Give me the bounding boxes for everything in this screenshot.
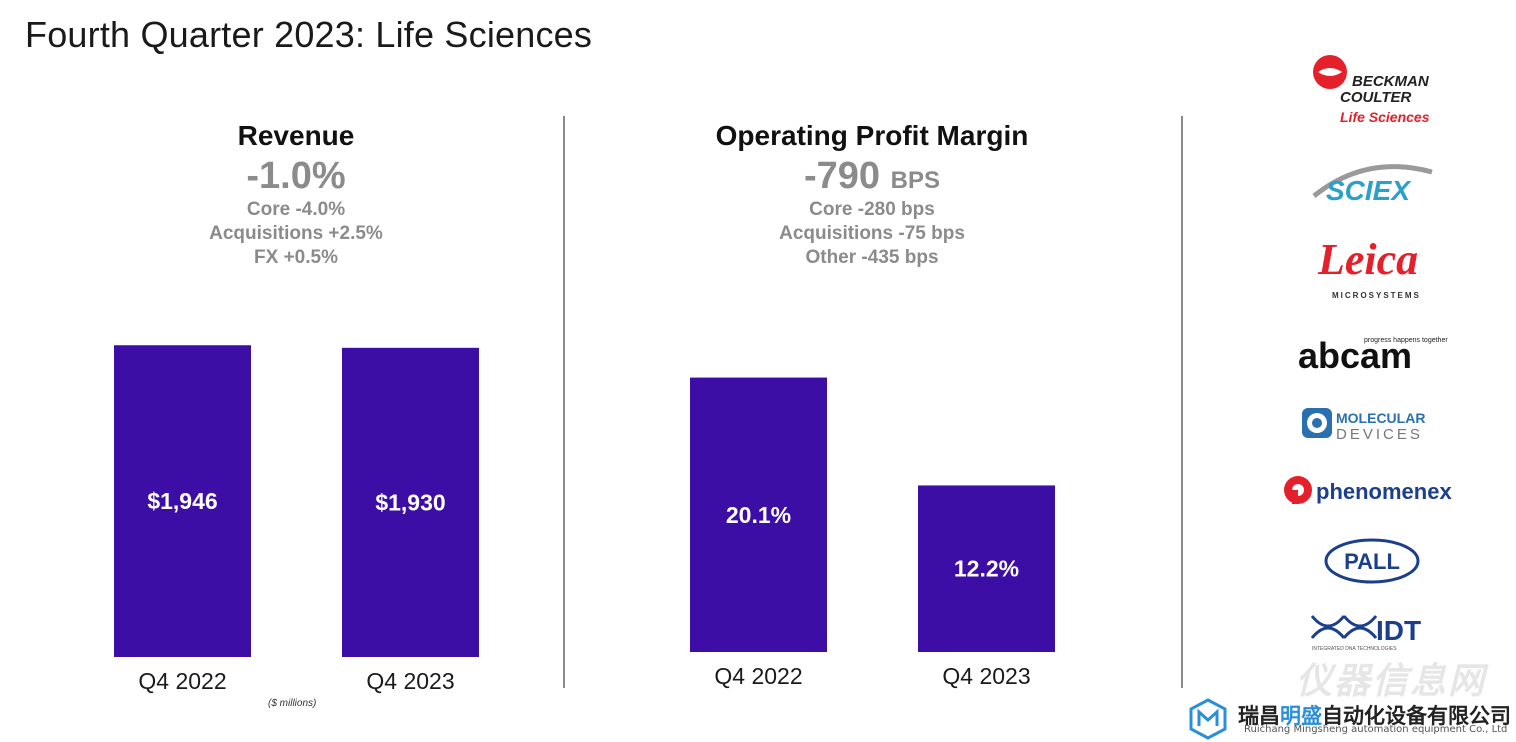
idt-sub-text: INTEGRATED DNA TECHNOLOGIES — [1312, 646, 1397, 652]
revenue-heading: Revenue — [237, 120, 355, 151]
molecular-text: MOLECULAR — [1336, 410, 1425, 426]
idt-text: IDT — [1376, 615, 1421, 646]
page-title: Fourth Quarter 2023: Life Sciences — [25, 14, 593, 55]
company-name-b: 自动化设备有限公司 — [1322, 704, 1511, 728]
margin-change: -790 BPS — [672, 155, 1072, 198]
company-name-accent: 明盛 — [1280, 704, 1322, 728]
margin-heading: Operating Profit Margin — [715, 120, 1029, 151]
revenue-detail-acquisitions: Acquisitions +2.5% — [209, 222, 383, 244]
margin-category-label-1: Q4 2022 — [714, 663, 802, 689]
revenue-bar-1 — [114, 345, 251, 657]
revenue-category-label-2: Q4 2023 — [366, 668, 454, 694]
margin-bar-1 — [690, 377, 827, 652]
abcam-tagline: progress happens together — [1364, 337, 1448, 344]
margin-bar-label-1: 20.1% — [726, 502, 791, 528]
margin-category-label-2: Q4 2023 — [942, 663, 1030, 689]
revenue-detail-fx: FX +0.5% — [254, 246, 338, 268]
idt-logo: IDT INTEGRATED DNA TECHNOLOGIES — [1310, 615, 1421, 652]
sciex-logo: SCIEX — [1312, 164, 1433, 206]
phenomenex-logo: phenomenex — [1284, 476, 1452, 504]
revenue-detail-core: Core -4.0% — [246, 198, 346, 220]
beckman-coulter-logo: BECKMAN COULTER Life Sciences — [1313, 55, 1430, 125]
revenue-header: Revenue -1.0% Core -4.0% Acquisitions +2… — [146, 120, 446, 270]
pall-logo: PALL — [1324, 538, 1420, 584]
leica-logo: Leica MICROSYSTEMS — [1317, 235, 1421, 300]
margin-bar-2 — [918, 485, 1055, 652]
watermark-text: 仪器信息网 — [1296, 660, 1487, 701]
devices-text: DEVICES — [1336, 426, 1423, 443]
abcam-logo: progress happens together abcam — [1298, 335, 1448, 376]
margin-bar-label-2: 12.2% — [954, 556, 1019, 582]
leica-text: Leica — [1317, 235, 1418, 284]
margin-change-unit: BPS — [890, 167, 940, 194]
revenue-bar-label-2: $1,930 — [375, 489, 445, 515]
revenue-bar-2 — [342, 347, 479, 657]
units-note: ($ millions) — [268, 698, 317, 709]
margin-bar-chart: 20.1% Q4 2022 12.2% Q4 2023 — [690, 377, 1055, 689]
margin-change-value: -790 — [804, 155, 881, 197]
life-sciences-text: Life Sciences — [1340, 109, 1430, 125]
molecular-devices-logo: MOLECULAR DEVICES — [1302, 408, 1425, 443]
revenue-change: -1.0% — [246, 155, 346, 197]
company-name-a: 瑞昌 — [1238, 704, 1280, 728]
revenue-bar-label-1: $1,946 — [147, 488, 217, 514]
coulter-text: COULTER — [1340, 89, 1412, 106]
company-name-en: Ruichang Mingsheng automation equipment … — [1244, 724, 1508, 735]
sciex-text: SCIEX — [1326, 175, 1412, 206]
divider-right — [1181, 116, 1183, 688]
revenue-bar-chart: $1,946 Q4 2022 $1,930 Q4 2023 — [114, 345, 479, 694]
revenue-category-label-1: Q4 2022 — [138, 668, 226, 694]
margin-header: Operating Profit Margin -790 BPS Core -2… — [672, 120, 1072, 270]
divider-left — [563, 116, 565, 688]
phenomenex-text: phenomenex — [1316, 479, 1452, 504]
company-name-cn: 瑞昌明盛自动化设备有限公司 — [1238, 700, 1511, 730]
company-logo-icon — [1189, 698, 1227, 740]
margin-detail-other: Other -435 bps — [805, 246, 939, 268]
abcam-text: abcam — [1298, 335, 1412, 376]
margin-detail-core: Core -280 bps — [809, 198, 935, 220]
beckman-text: BECKMAN — [1352, 73, 1430, 90]
leica-sub-text: MICROSYSTEMS — [1332, 291, 1421, 300]
margin-detail-acquisitions: Acquisitions -75 bps — [779, 222, 965, 244]
pall-text: PALL — [1344, 549, 1400, 574]
